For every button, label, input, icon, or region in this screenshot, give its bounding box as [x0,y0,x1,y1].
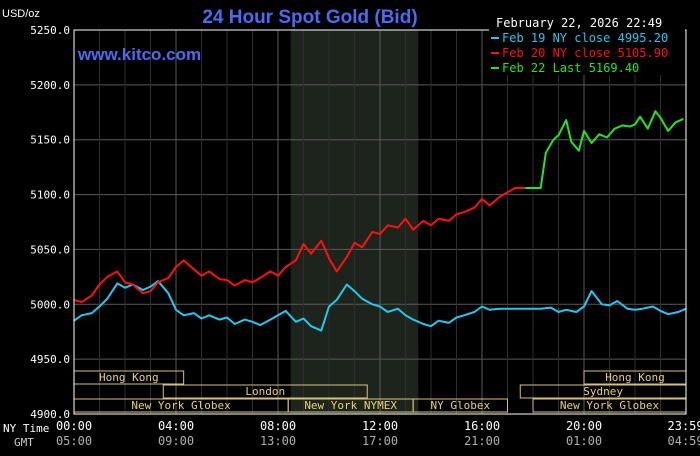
y-tick-label: 5100.0 [30,189,70,202]
y-axis-ticks: 5250.0 5200.0 5150.0 5100.0 5050.0 5000.0 4950… [30,24,70,421]
legend-entry: Feb 20 NY close 5105.90 [502,46,668,60]
date-label: February 22, 2026 22:49 [496,16,662,30]
series-line [73,280,687,332]
series-line [73,187,526,304]
plot-frame [73,29,687,415]
session-label: Sydney [583,385,623,398]
session-label: Hong Kong [605,371,665,384]
gmt-label: GMT [14,436,34,449]
legend-box [489,13,685,75]
x-tick-label-gmt: 21:00 [464,434,500,448]
y-tick-label: 5250.0 [30,24,70,37]
session-label: Hong Kong [99,371,159,384]
series-line [525,110,684,189]
x-tick-label-ny: 08:00 [260,419,296,433]
ny-time-label: NY Time [3,422,49,435]
x-tick-label-ny: 23:59 [668,419,700,433]
x-tick-label-ny: 16:00 [464,419,500,433]
x-tick-label-gmt: 05:00 [56,434,92,448]
x-tick-label-gmt: 13:00 [260,434,296,448]
watermark: www.kitco.com [77,45,201,64]
x-tick-label-gmt: 01:00 [566,434,602,448]
session-label: New York NYMEX [304,399,397,412]
x-tick-label-ny: 04:00 [158,419,194,433]
x-tick-label-ny: 00:00 [56,419,92,433]
legend-entry: Feb 22 Last 5169.40 [502,61,639,75]
x-tick-label-ny: 20:00 [566,419,602,433]
x-tick-label-gmt: 04:59 [668,434,700,448]
y-tick-label: 5200.0 [30,79,70,92]
y-tick-label: 5150.0 [30,134,70,147]
x-tick-label-gmt: 17:00 [362,434,398,448]
legend-entry: Feb 19 NY close 4995.20 [502,31,668,45]
chart-title: 24 Hour Spot Gold (Bid) [202,7,417,28]
session-box [412,398,508,413]
unit-label: USD/oz [2,8,40,20]
session-label: NY Globex [431,399,491,412]
series-lines [73,110,687,332]
session-box [162,384,368,399]
session-label: London [245,385,285,398]
y-tick-label: 5000.0 [30,298,70,311]
session-label: New York Globex [560,399,660,412]
y-tick-label: 5050.0 [30,243,70,256]
x-tick-label-gmt: 09:00 [158,434,194,448]
y-tick-label: 4950.0 [30,353,70,366]
session-label: New York Globex [131,399,231,412]
y-tick-label: 4900.0 [30,408,70,421]
x-tick-label-ny: 12:00 [362,419,398,433]
